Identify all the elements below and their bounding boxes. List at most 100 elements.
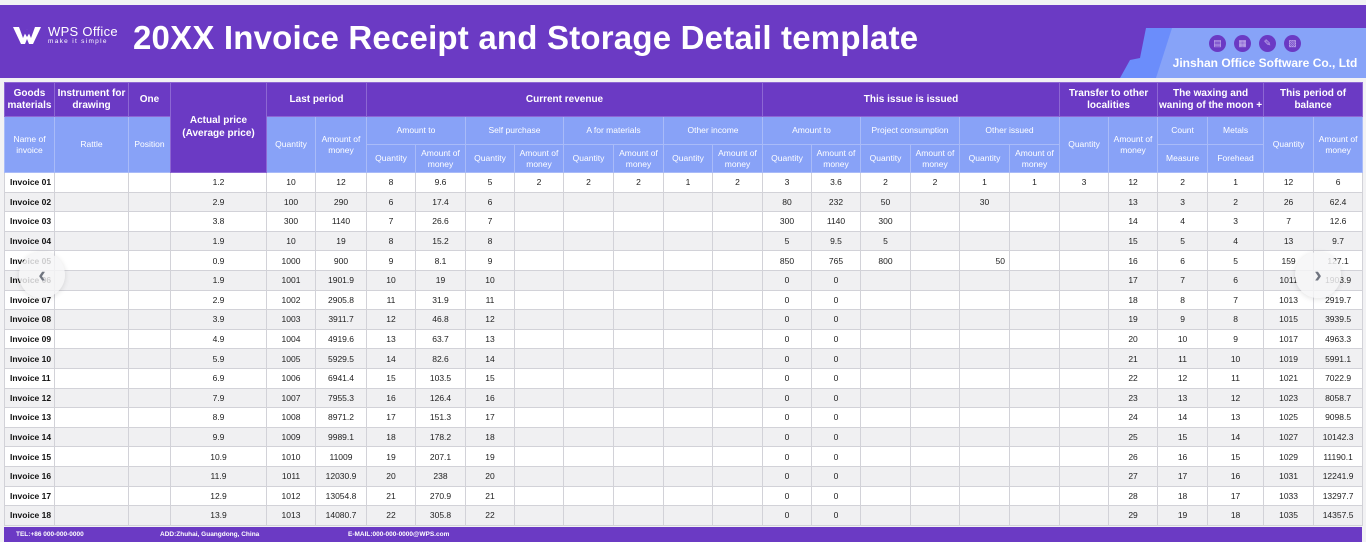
cell-oi-m[interactable] (712, 446, 763, 467)
cell-tr-q[interactable] (1059, 269, 1110, 291)
cell-cr-q[interactable]: 11 (366, 289, 416, 311)
cell-pc-q[interactable]: 300 (860, 211, 911, 232)
cell-bal-m[interactable]: 9098.5 (1313, 407, 1364, 428)
cell-lp-m[interactable]: 14080.7 (315, 505, 367, 526)
cell-is-m[interactable]: 0 (811, 289, 861, 311)
cell-count[interactable]: 2 (1157, 172, 1209, 193)
cell-tr-q[interactable] (1059, 485, 1110, 507)
cell-is-m[interactable]: 9.5 (811, 230, 861, 252)
cell-is-q[interactable]: 0 (762, 348, 812, 369)
cell-cr-q[interactable]: 12 (366, 309, 416, 330)
cell-oi-q[interactable] (663, 211, 713, 232)
cell-cr-q[interactable]: 22 (366, 505, 416, 526)
cell-oi-q[interactable] (663, 191, 713, 213)
cell-pc-q[interactable]: 2 (860, 172, 911, 193)
cell-am-m[interactable] (613, 250, 664, 271)
cell-metals[interactable]: 16 (1207, 465, 1265, 487)
cell-count[interactable]: 5 (1157, 230, 1209, 252)
cell-position[interactable] (128, 505, 171, 526)
cell-am-q[interactable] (563, 348, 614, 369)
cell-is-q[interactable]: 0 (762, 269, 812, 291)
cell-tr-m[interactable]: 15 (1108, 230, 1159, 252)
cell-sp-m[interactable] (514, 407, 564, 428)
cell-ois-m[interactable] (1008, 211, 1061, 232)
cell-pc-m[interactable] (910, 289, 960, 311)
cell-pc-m[interactable] (910, 230, 960, 252)
invoice-name-cell[interactable]: Invoice 17 (4, 485, 55, 507)
cell-oi-m[interactable] (712, 505, 763, 526)
cell-is-m[interactable]: 0 (811, 269, 861, 291)
cell-pc-m[interactable] (910, 348, 960, 369)
cell-metals[interactable]: 8 (1207, 309, 1265, 330)
cell-price[interactable]: 1.2 (170, 172, 267, 193)
cell-count[interactable]: 18 (1157, 485, 1209, 507)
cell-ois-m[interactable] (1008, 387, 1061, 409)
cell-cr-m[interactable]: 19 (415, 269, 466, 291)
cell-rattle[interactable] (54, 211, 129, 232)
cell-cr-m[interactable]: 305.8 (415, 505, 466, 526)
cell-am-m[interactable] (613, 465, 664, 487)
cell-cr-q[interactable]: 10 (366, 269, 416, 291)
cell-sp-m[interactable] (514, 426, 564, 448)
cell-is-q[interactable]: 80 (762, 191, 812, 213)
cell-pc-q[interactable] (860, 269, 911, 291)
cell-rattle[interactable] (54, 367, 129, 389)
cell-oi-m[interactable] (712, 230, 763, 252)
cell-is-m[interactable]: 0 (811, 348, 861, 369)
cell-lp-q[interactable]: 1002 (266, 289, 316, 311)
cell-sp-q[interactable]: 10 (465, 269, 515, 291)
cell-ois-m[interactable]: 1 (1008, 172, 1061, 193)
cell-cr-q[interactable]: 14 (366, 348, 416, 369)
cell-metals[interactable]: 9 (1207, 328, 1265, 350)
cell-tr-m[interactable]: 12 (1108, 172, 1159, 193)
cell-pc-m[interactable] (910, 328, 960, 350)
cell-lp-q[interactable]: 10 (266, 230, 316, 252)
cell-lp-q[interactable]: 1010 (266, 446, 316, 467)
cell-tr-m[interactable]: 13 (1108, 191, 1159, 213)
cell-count[interactable]: 19 (1157, 505, 1209, 526)
cell-tr-m[interactable]: 19 (1108, 309, 1159, 330)
cell-metals[interactable]: 10 (1207, 348, 1265, 369)
cell-ois-q[interactable] (959, 426, 1010, 448)
cell-ois-q[interactable] (959, 367, 1010, 389)
cell-lp-m[interactable]: 13054.8 (315, 485, 367, 507)
cell-sp-m[interactable] (514, 367, 564, 389)
cell-lp-m[interactable]: 19 (315, 230, 367, 252)
cell-tr-q[interactable] (1059, 250, 1110, 271)
cell-ois-q[interactable] (959, 328, 1010, 350)
cell-pc-m[interactable] (910, 191, 960, 213)
cell-pc-m[interactable] (910, 465, 960, 487)
cell-metals[interactable]: 2 (1207, 191, 1265, 213)
cell-is-q[interactable]: 0 (762, 289, 812, 311)
cell-am-q[interactable] (563, 446, 614, 467)
cell-ois-m[interactable] (1008, 465, 1061, 487)
cell-tr-q[interactable]: 3 (1059, 172, 1110, 193)
cell-am-m[interactable] (613, 191, 664, 213)
cell-bal-q[interactable]: 1029 (1263, 446, 1315, 467)
cell-oi-q[interactable] (663, 465, 713, 487)
invoice-name-cell[interactable]: Invoice 10 (4, 348, 55, 369)
cell-lp-m[interactable]: 4919.6 (315, 328, 367, 350)
cell-position[interactable] (128, 250, 171, 271)
cell-is-m[interactable]: 0 (811, 505, 861, 526)
cell-cr-m[interactable]: 15.2 (415, 230, 466, 252)
cell-ois-q[interactable] (959, 230, 1010, 252)
cell-ois-q[interactable] (959, 211, 1010, 232)
cell-pc-m[interactable] (910, 505, 960, 526)
cell-ois-m[interactable] (1008, 407, 1061, 428)
cell-sp-q[interactable]: 11 (465, 289, 515, 311)
cell-am-q[interactable] (563, 309, 614, 330)
cell-cr-q[interactable]: 8 (366, 230, 416, 252)
cell-is-m[interactable]: 3.6 (811, 172, 861, 193)
cell-position[interactable] (128, 191, 171, 213)
cell-pc-q[interactable] (860, 505, 911, 526)
cell-sp-m[interactable] (514, 485, 564, 507)
cell-am-m[interactable] (613, 348, 664, 369)
cell-is-m[interactable]: 0 (811, 465, 861, 487)
cell-rattle[interactable] (54, 328, 129, 350)
cell-cr-q[interactable]: 8 (366, 172, 416, 193)
cell-pc-m[interactable]: 2 (910, 172, 960, 193)
cell-am-q[interactable] (563, 211, 614, 232)
cell-sp-m[interactable] (514, 328, 564, 350)
cell-tr-q[interactable] (1059, 407, 1110, 428)
